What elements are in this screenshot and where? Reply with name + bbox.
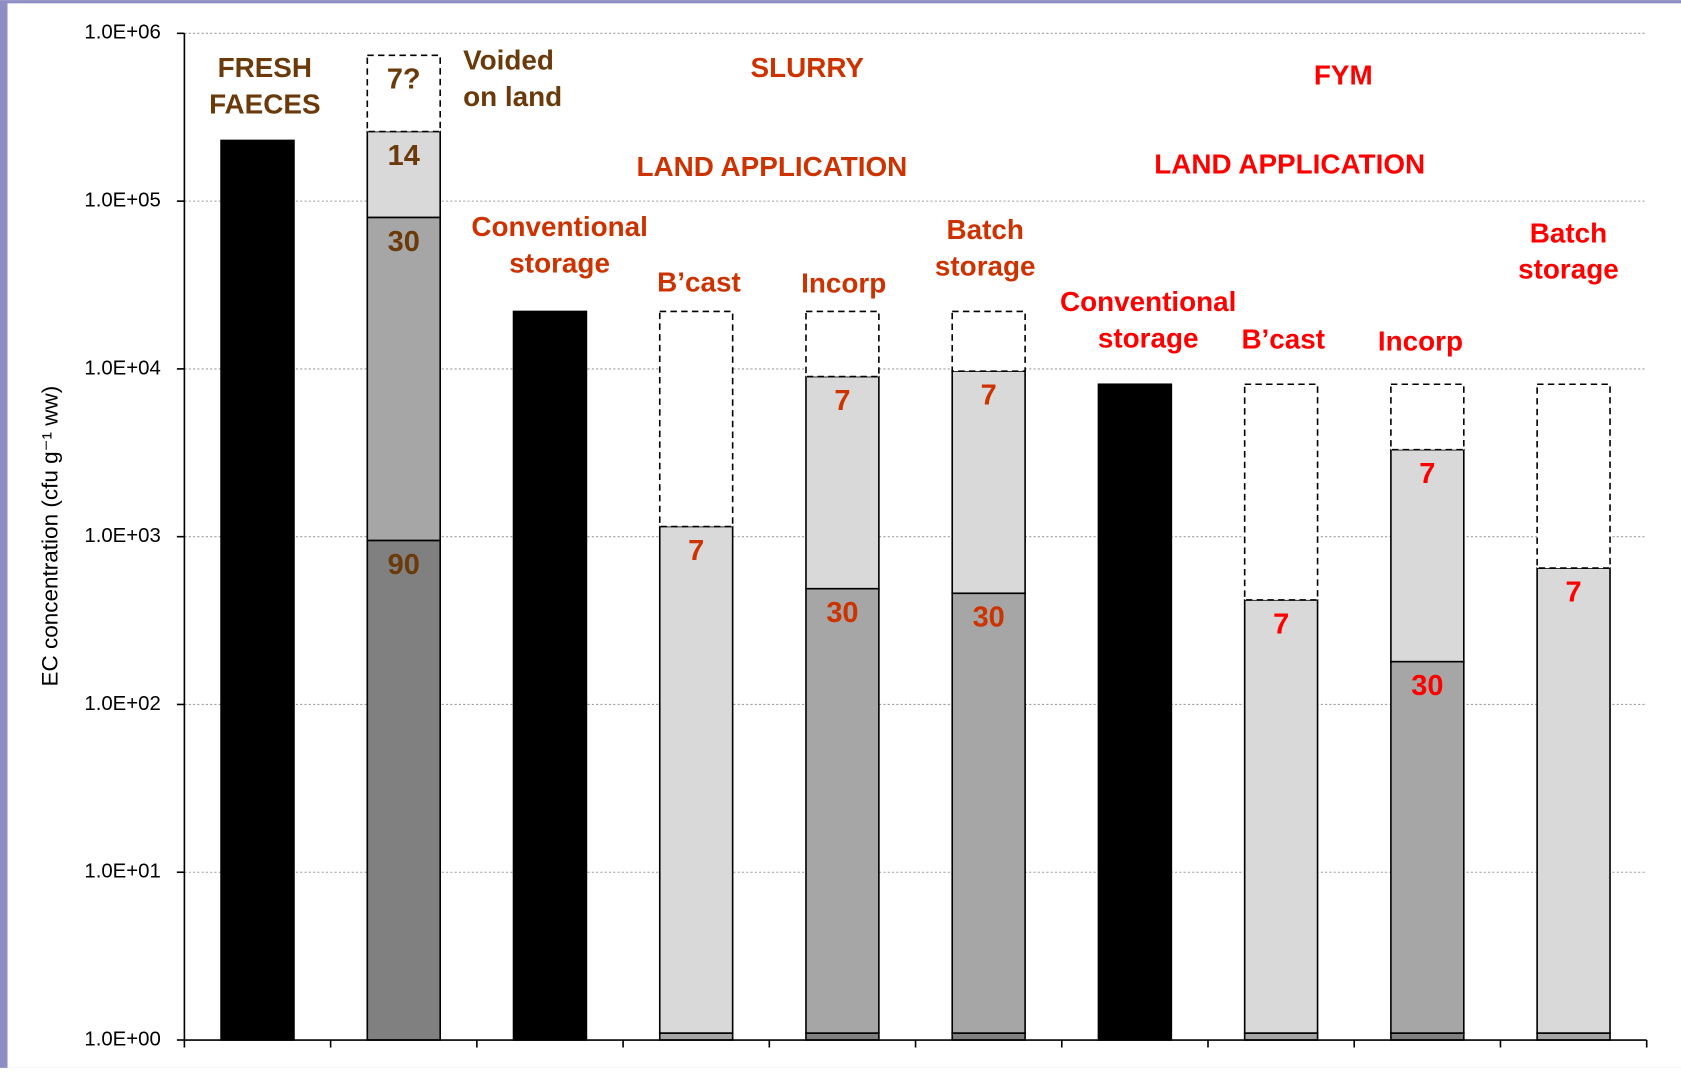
annotation: Voided [463, 45, 554, 76]
annotation: LAND APPLICATION [636, 151, 907, 182]
bar-segment [805, 587, 880, 1034]
bar-segment [220, 139, 295, 1041]
segment-label: 14 [388, 140, 420, 172]
segment-label: 7 [981, 379, 997, 411]
bar-segment [1390, 1032, 1465, 1041]
y-tick-label: 1.0E+05 [84, 189, 160, 211]
bar-segment [805, 310, 880, 378]
annotation: FYM [1314, 60, 1373, 91]
bar-segment [658, 1032, 734, 1041]
bar-segment [1243, 599, 1319, 1034]
annotation: B’cast [657, 267, 741, 298]
y-tick-label: 1.0E+03 [84, 525, 160, 547]
annotation: storage [935, 250, 1036, 281]
segment-label: 30 [388, 226, 420, 258]
bar-segment [1243, 383, 1319, 601]
segment-label: 7 [1419, 458, 1435, 490]
annotation: FRESH [218, 52, 312, 83]
bar-segment [805, 1032, 880, 1041]
y-axis-label: EC concentration (cfu g⁻¹ ww) [37, 386, 62, 687]
bar-segment [1097, 383, 1173, 1041]
segment-label: 7 [1566, 576, 1582, 608]
bar-segment [366, 216, 441, 542]
bar-segment [1390, 660, 1465, 1034]
y-tick-label: 1.0E+01 [84, 861, 160, 883]
annotation: storage [1518, 254, 1619, 285]
annotation: on land [463, 81, 562, 112]
annotation: Batch [1530, 217, 1607, 248]
bar-segment [512, 310, 588, 1041]
annotation: storage [1098, 322, 1199, 353]
segment-label: 7 [688, 535, 704, 567]
segment-label: 7 [834, 385, 850, 417]
bar-segment [1390, 448, 1465, 663]
bar-segment [1390, 383, 1465, 451]
segment-label: 30 [826, 597, 858, 629]
annotation: Conventional [471, 211, 647, 242]
bar-segment [366, 54, 441, 133]
bar-segment [1243, 1032, 1319, 1041]
bar-segment [951, 1032, 1026, 1041]
bar-segment [951, 370, 1026, 595]
annotation: B’cast [1241, 323, 1325, 354]
annotation: Incorp [1378, 326, 1463, 357]
segment-label: 30 [1411, 670, 1443, 702]
y-tick-label: 1.0E+04 [84, 357, 160, 379]
segment-label: 7? [387, 64, 421, 96]
annotation: FAECES [209, 89, 320, 120]
y-tick-label: 1.0E+06 [84, 22, 160, 44]
bar-segment [1536, 383, 1611, 569]
segment-label: 30 [973, 602, 1005, 634]
bar-segment [951, 592, 1026, 1034]
bar-segment [658, 525, 734, 1034]
segment-label: 7 [1273, 608, 1289, 640]
bar-segment [366, 539, 441, 1041]
annotation: Conventional [1060, 286, 1236, 317]
annotation: LAND APPLICATION [1154, 149, 1425, 180]
y-tick-label: 1.0E+00 [84, 1028, 160, 1050]
annotation: storage [509, 247, 610, 278]
bar-segment [1536, 1032, 1611, 1041]
segment-label: 90 [388, 549, 420, 581]
annotation: SLURRY [751, 52, 865, 83]
bar-segment [658, 310, 734, 528]
bar-segment [951, 310, 1026, 372]
bar-segment [1536, 567, 1611, 1034]
annotation: Batch [947, 214, 1024, 245]
annotation: Incorp [801, 268, 886, 299]
y-tick-label: 1.0E+02 [84, 693, 160, 715]
